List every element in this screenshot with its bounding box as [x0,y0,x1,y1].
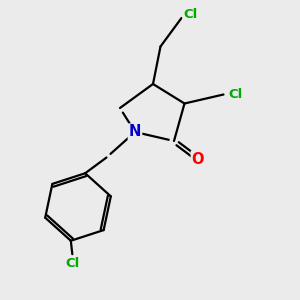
Text: Cl: Cl [65,257,80,270]
Text: N: N [129,124,141,140]
Text: Cl: Cl [183,8,198,22]
Text: Cl: Cl [228,88,243,101]
Text: O: O [192,152,204,166]
